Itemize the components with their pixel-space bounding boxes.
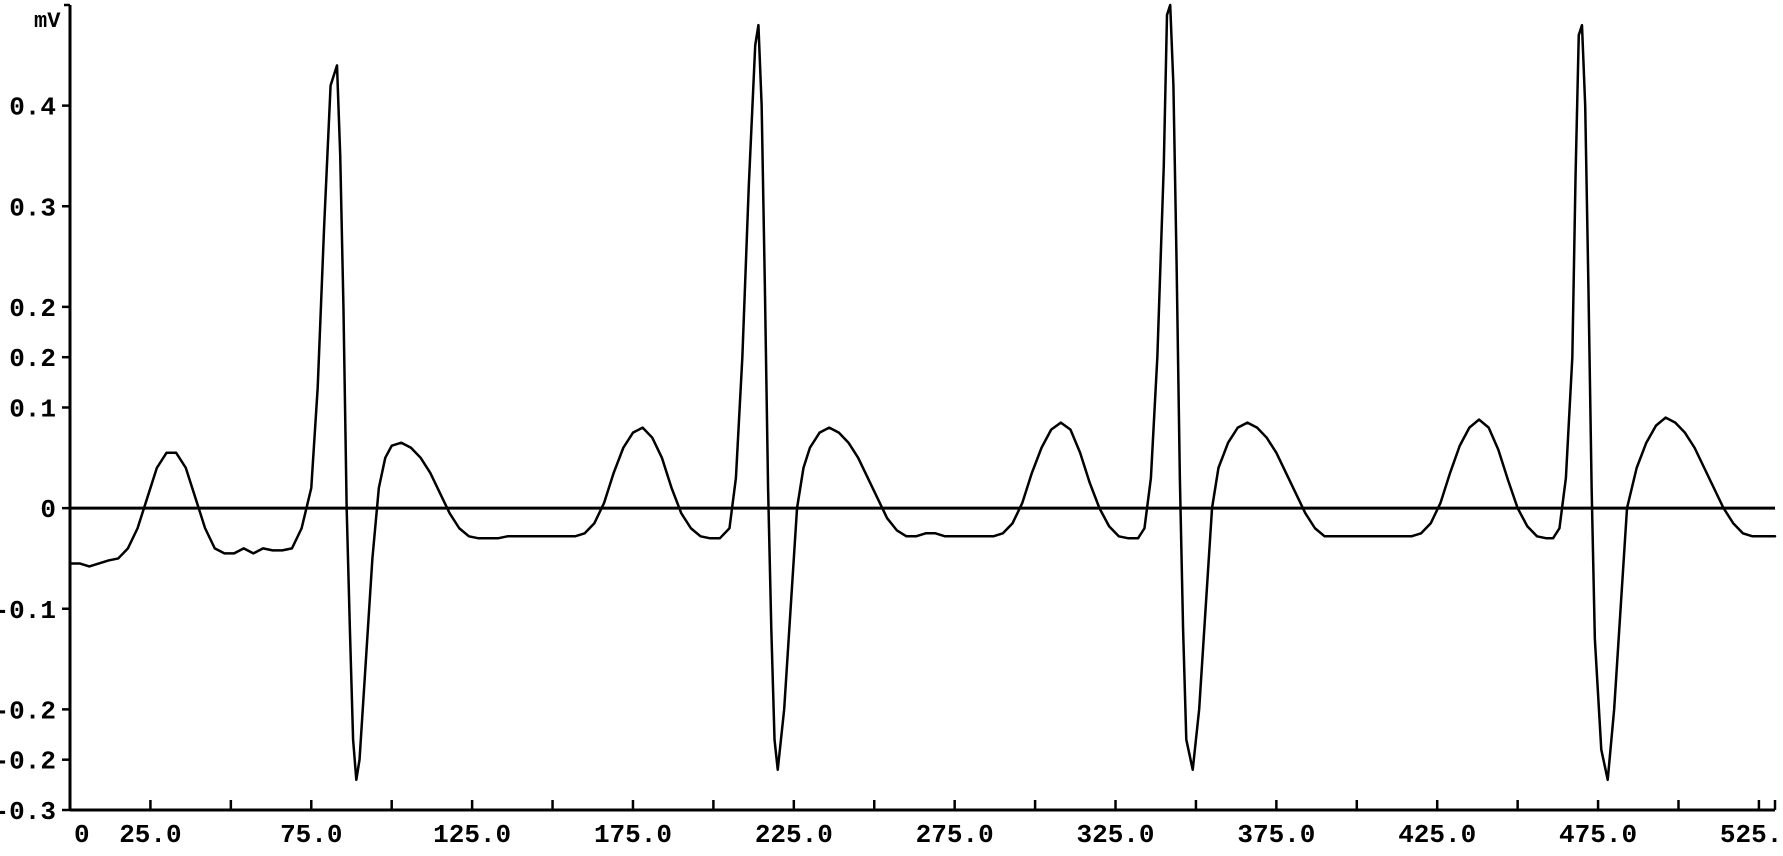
svg-text:525.0: 525.0 xyxy=(1720,820,1783,850)
svg-text:425.0: 425.0 xyxy=(1398,820,1476,850)
svg-text:375.0: 375.0 xyxy=(1237,820,1315,850)
svg-text:-0.1: -0.1 xyxy=(0,596,56,626)
svg-text:225.0: 225.0 xyxy=(755,820,833,850)
svg-text:175.0: 175.0 xyxy=(594,820,672,850)
svg-text:0.3: 0.3 xyxy=(9,193,56,223)
svg-text:275.0: 275.0 xyxy=(916,820,994,850)
svg-text:325.0: 325.0 xyxy=(1077,820,1155,850)
chart-container: -0.3 -0.2 -0.2 -0.1 0 0.1 0.2 0.2 0.3 0.4 mV 0 25.0 7… xyxy=(0,0,1783,856)
svg-text:0: 0 xyxy=(74,820,90,850)
ecg-line-chart: -0.3 -0.2 -0.2 -0.1 0 0.1 0.2 0.2 0.3 0.4 mV 0 25.0 7… xyxy=(0,0,1783,856)
svg-text:-0.2: -0.2 xyxy=(0,696,56,726)
svg-text:0.4: 0.4 xyxy=(9,93,56,123)
svg-text:0.2: 0.2 xyxy=(9,294,56,324)
svg-text:-0.3: -0.3 xyxy=(0,797,56,827)
svg-text:0.1: 0.1 xyxy=(9,395,56,425)
svg-text:75.0: 75.0 xyxy=(280,820,342,850)
svg-text:-0.2: -0.2 xyxy=(0,747,56,777)
svg-text:475.0: 475.0 xyxy=(1559,820,1637,850)
svg-text:0: 0 xyxy=(40,495,56,525)
svg-text:125.0: 125.0 xyxy=(433,820,511,850)
svg-text:25.0: 25.0 xyxy=(119,820,181,850)
svg-text:0.2: 0.2 xyxy=(9,344,56,374)
svg-text:mV: mV xyxy=(34,9,61,34)
